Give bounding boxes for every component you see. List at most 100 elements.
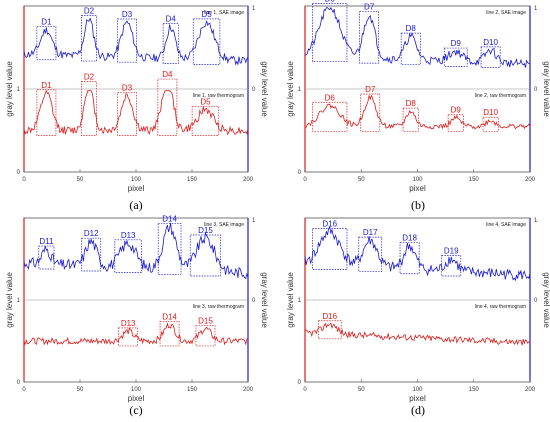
defect-label: D17: [363, 228, 378, 237]
x-axis-title: pixel: [409, 394, 426, 403]
defect-box: [80, 81, 97, 136]
x-tick-label: 0: [303, 387, 307, 393]
defect-box: [358, 236, 383, 272]
defect-box: [480, 46, 501, 68]
defect-label: D3: [122, 10, 133, 19]
right-tick-label: 0: [252, 298, 256, 304]
left-tick-label: 1: [298, 298, 302, 304]
series-name-label: line 3, SAE image: [204, 222, 244, 228]
defect-label: D14: [162, 215, 177, 224]
defect-box: [312, 228, 348, 270]
series-name-label: line 1, SAE image: [204, 10, 244, 16]
sae-series-line: [23, 223, 249, 280]
defect-box: [80, 15, 97, 62]
defect-label: D2: [84, 6, 95, 15]
defect-box: [117, 18, 137, 63]
x-tick-label: 100: [131, 387, 142, 393]
defect-label: D10: [483, 38, 498, 47]
defect-label: D4: [162, 70, 173, 79]
defect-box: [360, 93, 381, 132]
defect-label: D19: [444, 247, 459, 256]
defect-label: D7: [365, 85, 376, 94]
x-tick-label: 0: [22, 177, 26, 183]
defect-label: D15: [198, 316, 213, 325]
defect-box: [402, 107, 419, 132]
x-tick-label: 50: [77, 387, 84, 393]
defect-box: [447, 114, 464, 132]
panel-caption: (a): [129, 198, 142, 212]
defect-label: D4: [166, 15, 177, 24]
right-tick-label: 0: [252, 87, 256, 93]
series-name-label: line 3, raw thermogram: [193, 304, 244, 310]
defect-label: D6: [325, 0, 336, 4]
defect-box: [157, 78, 178, 136]
panel-caption: (b): [411, 198, 425, 212]
x-tick-label: 50: [77, 177, 84, 183]
defect-box: [36, 26, 57, 61]
defect-box: [312, 3, 348, 63]
defect-label: D7: [364, 3, 375, 12]
defect-label: D9: [451, 39, 462, 48]
defect-box: [38, 245, 55, 270]
y-axis-title-right: gray level value: [260, 272, 269, 328]
defect-box: [317, 320, 342, 340]
x-tick-label: 0: [303, 177, 307, 183]
series-name-label: line 4, SAE image: [486, 222, 526, 228]
defect-box: [189, 234, 222, 277]
panel-caption: (d): [411, 403, 425, 417]
defect-box: [192, 18, 221, 65]
x-axis-title: pixel: [128, 184, 145, 193]
y-axis-title-left: gray level value: [5, 272, 14, 328]
defect-label: D13: [121, 319, 136, 328]
defect-label: D5: [200, 97, 211, 106]
defect-label: D8: [406, 24, 417, 33]
x-tick-label: 50: [358, 387, 365, 393]
thermogram-series-line: [23, 89, 249, 136]
x-tick-label: 200: [243, 177, 254, 183]
defect-label: D8: [406, 99, 417, 108]
left-tick-label: 1: [17, 298, 21, 304]
defect-label: D18: [402, 234, 417, 243]
defect-box: [359, 11, 380, 64]
right-tick-label: 1: [534, 218, 538, 224]
defect-label: D1: [41, 81, 52, 90]
defect-box: [162, 23, 179, 64]
x-tick-label: 150: [469, 387, 480, 393]
defect-box: [400, 32, 421, 66]
left-tick-label: 0: [298, 380, 302, 386]
right-tick-label: 1: [252, 218, 256, 224]
defect-label: D5: [201, 10, 212, 19]
y-axis-title-left: gray level value: [286, 61, 295, 117]
x-tick-label: 200: [525, 387, 536, 393]
thermogram-series-line: [304, 94, 531, 130]
y-axis-title-left: gray level value: [5, 61, 14, 117]
defect-label: D2: [84, 73, 95, 82]
right-tick-label: 1: [534, 6, 538, 12]
x-tick-label: 150: [187, 387, 198, 393]
sae-series-line: [304, 6, 531, 68]
defect-label: D16: [322, 219, 337, 228]
left-tick-label: 1: [17, 87, 21, 93]
defect-box: [312, 101, 348, 132]
panel-caption: (c): [129, 403, 142, 417]
defect-box: [482, 116, 499, 132]
series-name-label: line 4, raw thermogram: [475, 304, 526, 310]
defect-label: D9: [451, 106, 462, 115]
y-axis-title-right: gray level value: [260, 61, 269, 117]
defect-label: D3: [122, 83, 133, 92]
right-tick-label: 0: [534, 298, 538, 304]
x-tick-label: 200: [525, 177, 536, 183]
x-tick-label: 100: [131, 177, 142, 183]
defect-label: D12: [84, 229, 99, 238]
defect-box: [159, 320, 180, 347]
left-tick-label: 0: [17, 380, 21, 386]
defect-box: [195, 325, 216, 347]
defect-box: [443, 47, 468, 67]
defect-label: D11: [39, 237, 54, 246]
left-tick-label: 0: [298, 170, 302, 176]
defect-label: D14: [162, 312, 177, 321]
